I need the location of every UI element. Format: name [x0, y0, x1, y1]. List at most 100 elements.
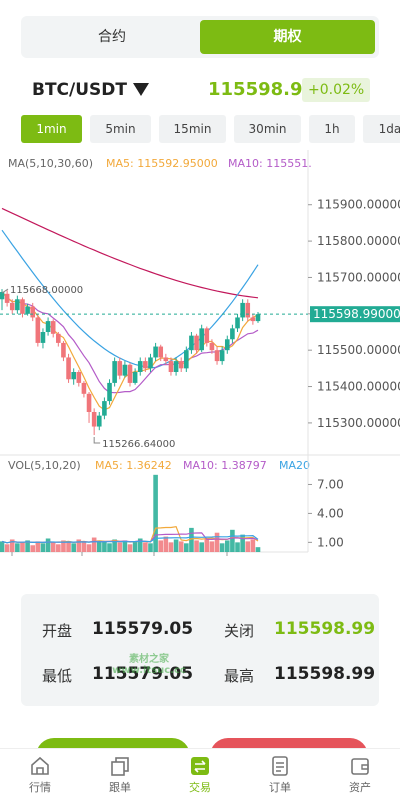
volume-bar: [132, 541, 138, 552]
tab-label: 资产: [349, 781, 371, 794]
pair-selector[interactable]: BTC/USDT: [32, 80, 149, 100]
tab-orders[interactable]: 订单: [240, 755, 320, 795]
high-marker-line: [1, 288, 9, 294]
volume-bar: [153, 474, 158, 552]
volume-bar: [25, 540, 30, 552]
candle-body: [168, 361, 174, 372]
interval-1min[interactable]: 1min: [21, 115, 82, 143]
candle-body: [132, 372, 138, 383]
volume-bar: [219, 543, 225, 552]
candle-body: [153, 346, 158, 358]
high-label: 最高: [224, 667, 255, 685]
high-value: 115598.99: [274, 664, 376, 684]
volume-bar: [50, 542, 56, 552]
volume-bar: [224, 540, 230, 552]
candle-body: [71, 372, 76, 380]
volume-bar: [189, 527, 194, 552]
candle-body: [86, 393, 92, 412]
volume-bar: [96, 540, 102, 552]
volume-bar: [107, 543, 112, 552]
pair-label: BTC/USDT: [32, 80, 127, 100]
contract-type-switch: 合约 期权: [21, 16, 379, 58]
candle-body: [230, 328, 235, 340]
candle-body: [158, 346, 164, 358]
kline-chart[interactable]: 115900.00000 115800.00000 115700.00000 1156…: [0, 150, 400, 560]
vol-ma20-line: [1, 534, 259, 544]
volume-bar: [204, 538, 210, 552]
candle-body: [76, 372, 82, 383]
volume-bar: [45, 538, 51, 552]
candle-body: [45, 321, 51, 332]
ohlc-stats-card: 开盘 115579.05 关闭 115598.99 最低 115579.05 最…: [21, 594, 379, 706]
interval-30min[interactable]: 30min: [234, 115, 301, 143]
tab-options[interactable]: 期权: [200, 20, 375, 54]
price-axis-label: 115400.00000: [317, 380, 400, 394]
tab-label: 交易: [189, 781, 211, 794]
candle-body: [15, 299, 20, 311]
volume-bar: [250, 539, 256, 552]
time-axis-label: 12:33: [210, 559, 245, 560]
candle-body: [189, 335, 194, 351]
tab-market[interactable]: 行情: [0, 755, 80, 795]
volume-bar: [173, 539, 179, 552]
volume-bar: [71, 543, 76, 552]
vol-axis-label: 1.00: [317, 535, 344, 549]
candle-body: [25, 306, 30, 314]
candle-body: [219, 350, 225, 362]
time-axis-label: 12:09: [65, 559, 100, 560]
vol-legend-label: VOL(5,10,20): [8, 459, 81, 472]
candle-body: [143, 361, 148, 369]
volume-bar: [66, 541, 71, 552]
interval-tabs: 1min 5min 15min 30min 1h 1day: [0, 115, 400, 143]
candle-body: [137, 361, 143, 372]
candle-body: [112, 361, 117, 383]
time-axis-label: 11:57: [0, 559, 29, 560]
interval-1day[interactable]: 1day: [363, 115, 400, 143]
tab-trade[interactable]: 交易: [160, 755, 240, 795]
tab-copy[interactable]: 跟单: [80, 755, 160, 795]
vol-axis-label: 4.00: [317, 506, 344, 520]
open-value: 115579.05: [92, 619, 194, 639]
candle-body: [40, 332, 46, 343]
candle-body: [199, 328, 204, 351]
candle-body: [102, 401, 107, 416]
candle-body: [173, 361, 179, 372]
volume-bar: [76, 539, 82, 552]
high-marker: 115668.00000: [10, 285, 83, 296]
candle-body: [127, 364, 133, 383]
candle-body: [0, 292, 5, 300]
volume-bar: [230, 529, 235, 552]
tab-label: 订单: [269, 781, 291, 794]
volume-bar: [112, 539, 117, 552]
interval-15min[interactable]: 15min: [159, 115, 226, 143]
volume-bar: [9, 539, 15, 552]
price-axis-label: 115500.00000: [317, 343, 400, 357]
interval-1h[interactable]: 1h: [309, 115, 355, 143]
vol-axis-label: 7.00: [317, 477, 344, 491]
candle-body: [204, 328, 210, 343]
candle-body: [9, 302, 15, 311]
candle-body: [35, 317, 41, 343]
candle-body: [30, 306, 36, 318]
candle-body: [56, 333, 61, 343]
price-axis-label: 115900.00000: [317, 198, 400, 212]
tab-assets[interactable]: 资产: [320, 755, 400, 795]
volume-bar: [194, 540, 199, 552]
candle-body: [81, 382, 87, 394]
interval-5min[interactable]: 5min: [90, 115, 151, 143]
candle-body: [184, 350, 189, 369]
candle-body: [163, 357, 169, 362]
exchange-icon: [191, 757, 209, 775]
candle-body: [50, 321, 56, 334]
tab-contract[interactable]: 合约: [98, 29, 126, 45]
candle-body: [61, 342, 66, 358]
volume-bar: [168, 542, 174, 552]
candle-body: [178, 361, 184, 369]
volume-bar: [4, 544, 10, 552]
current-price-label: 115598.99000: [313, 307, 400, 321]
volume-bar: [199, 542, 204, 552]
candle-body: [209, 342, 215, 351]
price-axis-label: 115800.00000: [317, 234, 400, 248]
volume-bar: [163, 536, 169, 552]
vol-ma10-legend: MA10: 1.38797: [183, 459, 267, 472]
